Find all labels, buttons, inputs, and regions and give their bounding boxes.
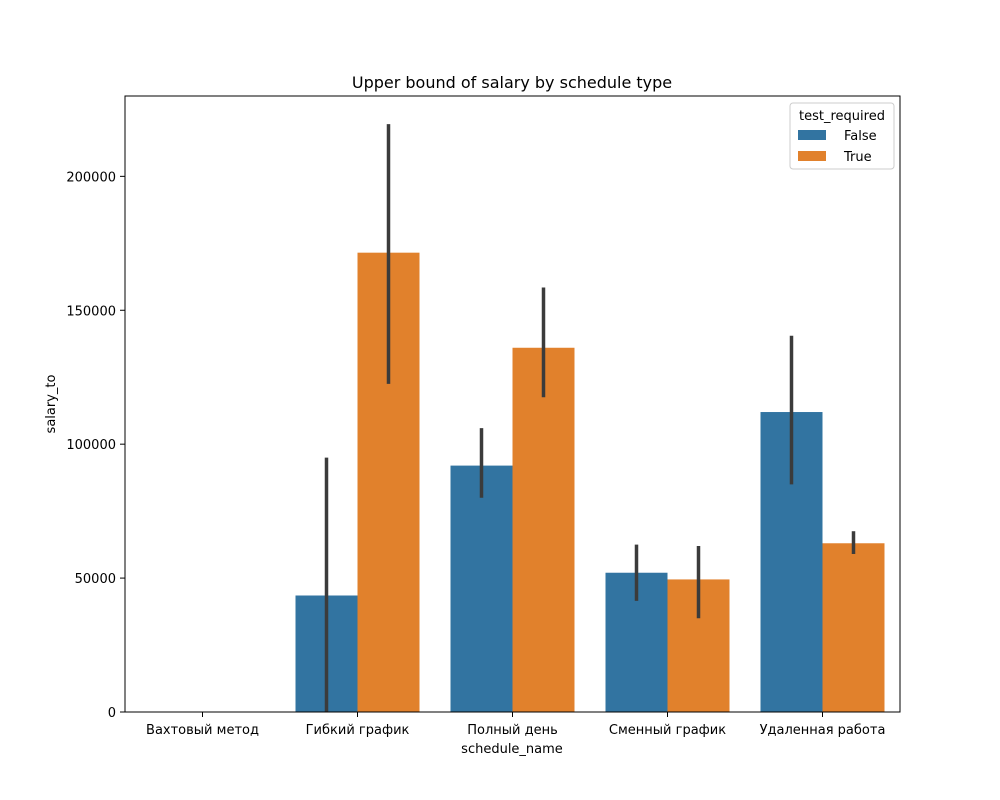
axes-frame [124, 95, 901, 713]
x-axis-label: schedule_name [461, 742, 563, 757]
y-tick-label: 100000 [66, 438, 116, 453]
legend-label-false: False [844, 129, 877, 144]
legend-title: test_required [799, 109, 885, 124]
x-tick-label: Полный день [467, 723, 558, 738]
legend: test_required False True [789, 102, 895, 170]
x-tick-label: Вахтовый метод [146, 723, 259, 738]
bar-true [822, 543, 885, 712]
y-tick-label: 150000 [66, 304, 116, 319]
plot-area: 0 50000 100000 150000 200000 Вахтовый метод Ги… [66, 124, 885, 738]
x-tick-label: Гибкий график [306, 723, 410, 738]
legend-swatch-false [798, 130, 826, 140]
y-axis-label: salary_to [44, 375, 59, 434]
y-tick-label: 50000 [75, 572, 116, 587]
bar-true [512, 347, 575, 712]
legend-label-true: True [843, 150, 872, 165]
chart-title: Upper bound of salary by schedule type [352, 73, 672, 92]
y-tick-label: 0 [108, 706, 116, 721]
y-tick-label: 200000 [66, 170, 116, 185]
bar-false [450, 465, 513, 712]
legend-swatch-true [798, 151, 826, 161]
x-tick-label: Сменный график [609, 723, 726, 738]
x-tick-label: Удаленная работа [760, 723, 886, 738]
